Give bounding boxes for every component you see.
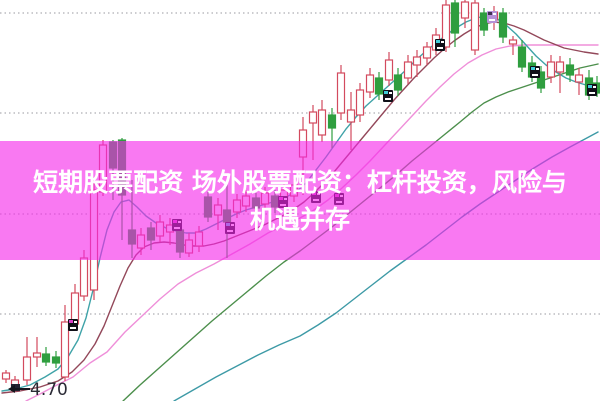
candle-down [393,74,403,91]
candle-down [498,12,508,38]
candle-up [422,46,432,59]
signal-marker-accent [531,67,535,70]
left-arrow-head-icon [8,385,15,393]
signal-marker-dot [593,86,596,88]
signal-marker-dash [70,327,76,329]
candle-down [536,71,546,89]
candle-up [460,1,470,19]
signal-marker-accent [488,12,492,15]
signal-marker-dash [489,19,495,21]
candle-up [22,356,32,381]
candle-up [574,74,584,83]
candle-up [1,372,11,380]
signal-marker-accent [436,40,440,43]
signal-marker-accent [384,91,388,94]
candle-down [327,114,337,129]
candle-down [41,353,51,363]
signal-marker-dash [589,92,595,94]
signal-marker-dash [385,98,391,100]
candle-down [517,46,527,68]
price-annotation-block [11,384,20,391]
candle-up [555,61,565,73]
candle-up [546,61,556,78]
candle-up [60,321,70,378]
candle-up [412,56,422,66]
signal-marker-dot [389,92,392,94]
candle-up [79,257,89,297]
candle-up [317,109,327,136]
headline-banner: 短期股票配资 场外股票配资：杠杆投资，风险与 机遇并存 [0,141,600,260]
signal-marker-dot [493,13,496,15]
headline-line-1: 短期股票配资 场外股票配资：杠杆投资，风险与 [33,167,567,197]
signal-marker-dot [536,68,539,70]
candle-down [450,2,460,34]
signal-marker-dot [441,41,444,43]
signal-marker-dash [437,47,443,49]
candle-down [51,356,61,364]
candle-up [346,109,356,123]
candle-up [32,352,42,358]
candle-down [374,77,384,95]
candle-up [365,74,375,93]
candle-up [441,4,451,48]
candle-up [508,39,518,45]
candle-down [565,64,575,76]
candle-up [403,61,413,79]
signal-marker-accent [69,320,73,323]
signal-marker-dot [74,321,77,323]
signal-marker-dash [532,74,538,76]
candle-up [355,89,365,116]
candle-up [470,2,480,51]
candle-up [308,111,318,124]
candle-down [479,12,489,31]
headline-line-2: 机遇并存 [249,204,350,234]
candle-up [384,59,394,81]
candle-up [336,72,346,114]
price-label: 4.70 [30,380,68,400]
signal-marker-accent [588,85,592,88]
